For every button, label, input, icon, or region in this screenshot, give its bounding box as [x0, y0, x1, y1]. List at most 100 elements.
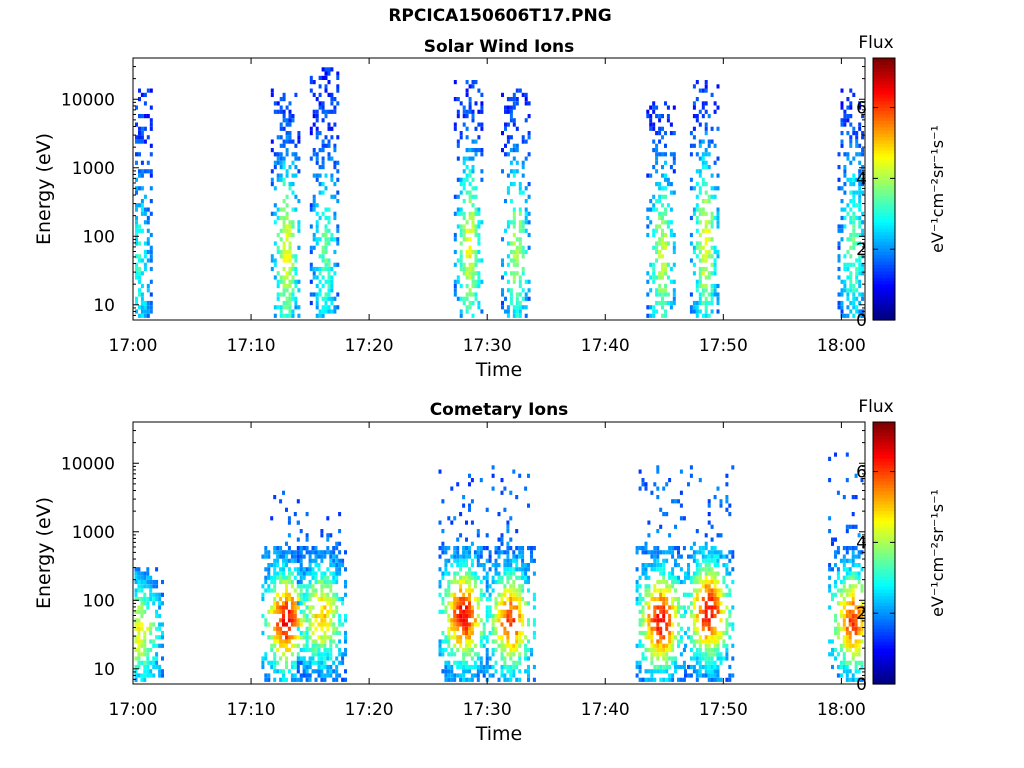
heatmap-cell	[477, 258, 481, 263]
heatmap-cell	[716, 249, 720, 255]
heatmap-cell	[474, 80, 478, 85]
heatmap-cell	[684, 571, 687, 576]
heatmap-cell	[512, 673, 516, 678]
heatmap-cell	[459, 135, 463, 140]
heatmap-cells	[135, 67, 865, 318]
heatmap-cell	[845, 643, 849, 648]
heatmap-cell	[456, 550, 460, 555]
heatmap-cell	[318, 105, 322, 110]
heatmap-cell	[707, 228, 711, 233]
heatmap-cell	[848, 677, 852, 682]
heatmap-cell	[447, 592, 451, 597]
colorbar-swatch	[873, 435, 895, 439]
heatmap-cell	[509, 622, 513, 627]
heatmap-cell	[512, 618, 516, 623]
heatmap-cell	[707, 271, 711, 276]
heatmap-cell	[845, 567, 849, 572]
heatmap-cell	[656, 669, 660, 674]
heatmap-cell	[840, 224, 844, 229]
heatmap-cell	[713, 579, 717, 585]
heatmap-cell	[707, 673, 711, 678]
heatmap-cell	[459, 639, 463, 644]
heatmap-cell	[279, 596, 283, 602]
heatmap-cell	[834, 537, 837, 542]
heatmap-cell	[332, 630, 336, 636]
heatmap-cell	[644, 584, 648, 589]
heatmap-cell	[707, 199, 711, 204]
colorbar-swatch	[873, 87, 895, 92]
heatmap-cell	[656, 613, 660, 619]
heatmap-cell	[282, 207, 286, 212]
heatmap-cell	[291, 220, 295, 225]
heatmap-cell	[480, 101, 484, 106]
heatmap-cell	[852, 203, 856, 208]
heatmap-cell	[152, 579, 156, 585]
heatmap-cell	[468, 550, 471, 555]
heatmap-cell	[491, 622, 495, 627]
heatmap-cell	[649, 288, 653, 293]
heatmap-cell	[521, 173, 525, 178]
heatmap-cell	[500, 579, 504, 585]
heatmap-cell	[692, 601, 696, 606]
heatmap-cell	[465, 254, 469, 259]
heatmap-cell	[468, 635, 471, 640]
heatmap-cell	[851, 656, 855, 661]
heatmap-cell	[839, 626, 843, 631]
heatmap-cell	[330, 101, 334, 106]
heatmap-cell	[857, 626, 861, 631]
heatmap-cell	[843, 114, 847, 119]
heatmap-cell	[462, 109, 466, 114]
heatmap-cell	[270, 605, 274, 610]
heatmap-cell	[725, 643, 729, 648]
heatmap-cell	[326, 567, 330, 572]
heatmap-cell	[860, 588, 864, 593]
colorbar-swatch	[873, 585, 895, 590]
heatmap-cell	[659, 579, 663, 585]
heatmap-cell	[710, 647, 714, 653]
heatmap-cell	[143, 313, 147, 318]
heatmap-cell	[855, 275, 859, 280]
heatmap-cell	[674, 613, 677, 619]
heatmap-cell	[530, 647, 533, 653]
heatmap-cell	[482, 664, 486, 670]
heatmap-cell	[664, 245, 667, 250]
heatmap-cell	[140, 601, 144, 606]
heatmap-cell	[462, 554, 466, 559]
heatmap-cell	[671, 677, 675, 682]
heatmap-cell	[311, 639, 315, 644]
heatmap-cell	[321, 75, 325, 80]
heatmap-cell	[155, 596, 159, 602]
heatmap-cell	[327, 305, 331, 310]
heatmap-cell	[276, 571, 280, 576]
heatmap-cell	[282, 677, 285, 682]
heatmap-cell	[287, 579, 291, 585]
heatmap-cell	[279, 669, 283, 674]
heatmap-cell	[471, 148, 475, 153]
heatmap-cell	[311, 647, 315, 653]
heatmap-cell	[851, 643, 855, 648]
heatmap-cell	[860, 618, 864, 623]
heatmap-cell	[704, 182, 708, 187]
heatmap-cell	[146, 309, 150, 314]
heatmap-cell	[661, 203, 664, 208]
heatmap-cell	[470, 563, 474, 568]
heatmap-cell	[308, 584, 312, 589]
heatmap-cell	[468, 669, 471, 674]
heatmap-cell	[719, 652, 723, 657]
heatmap-cell	[695, 254, 699, 259]
heatmap-cell	[318, 254, 322, 259]
heatmap-cell	[320, 664, 324, 670]
heatmap-cell	[716, 677, 720, 682]
heatmap-cell	[485, 533, 489, 538]
heatmap-cell	[138, 173, 141, 178]
heatmap-cell	[468, 503, 471, 508]
heatmap-cell	[669, 220, 673, 225]
heatmap-cell	[333, 160, 337, 165]
heatmap-cell	[308, 635, 312, 640]
heatmap-cell	[288, 109, 292, 114]
heatmap-cell	[317, 669, 321, 674]
heatmap-cell	[658, 114, 662, 119]
heatmap-cell	[649, 173, 653, 178]
heatmap-cell	[327, 92, 331, 97]
heatmap-cell	[311, 592, 315, 597]
